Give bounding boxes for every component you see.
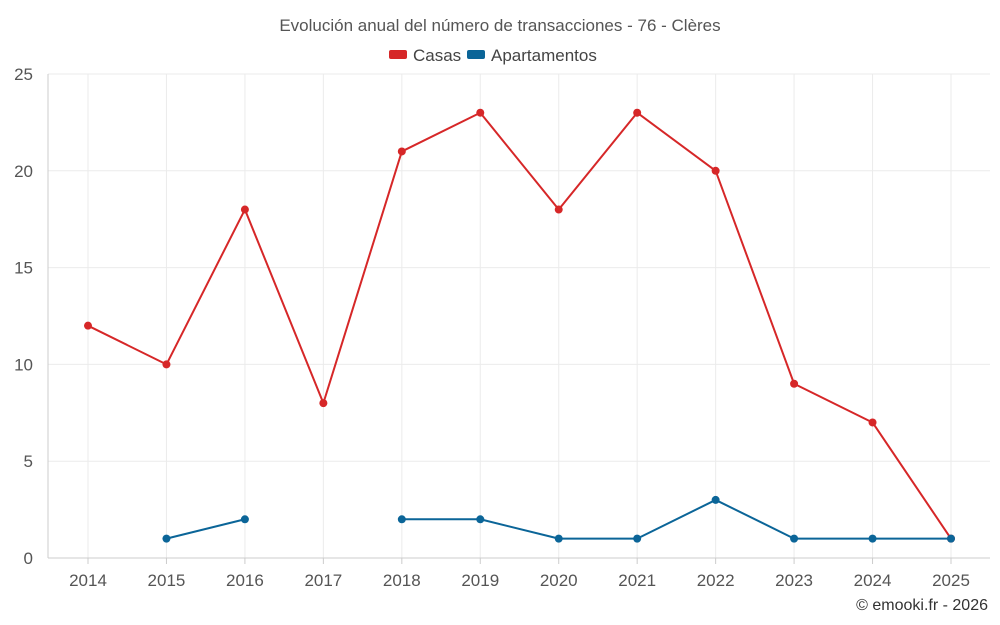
x-tick-label: 2017 (304, 571, 342, 590)
x-tick-label: 2024 (854, 571, 892, 590)
legend-item-casas[interactable]: Casas (389, 46, 461, 65)
legend-label: Apartamentos (491, 46, 597, 65)
data-point[interactable] (397, 515, 406, 524)
series-casas (84, 108, 955, 543)
data-point[interactable] (790, 379, 799, 388)
data-point[interactable] (397, 147, 406, 156)
series-line (166, 518, 246, 540)
data-point[interactable] (554, 534, 563, 543)
x-tick-label: 2022 (697, 571, 735, 590)
data-point[interactable] (868, 534, 877, 543)
data-point[interactable] (319, 399, 328, 408)
y-tick-label: 5 (24, 452, 33, 471)
legend[interactable]: Casas Apartamentos (389, 46, 597, 65)
y-tick-label: 20 (14, 162, 33, 181)
x-tick-label: 2020 (540, 571, 578, 590)
legend-swatch (467, 50, 485, 59)
series (84, 108, 955, 543)
y-tick-label: 25 (14, 65, 33, 84)
legend-item-apartamentos[interactable]: Apartamentos (467, 46, 597, 65)
x-tick-label: 2018 (383, 571, 421, 590)
data-point[interactable] (240, 515, 249, 524)
x-tick-label: 2025 (932, 571, 970, 590)
series-line (87, 111, 952, 540)
y-tick-label: 10 (14, 355, 33, 374)
chart-title: Evolución anual del número de transaccio… (279, 16, 720, 35)
data-point[interactable] (84, 321, 92, 330)
data-point[interactable] (633, 108, 642, 117)
x-tick-label: 2019 (461, 571, 499, 590)
data-point[interactable] (868, 418, 877, 427)
data-point[interactable] (790, 534, 799, 543)
data-point[interactable] (162, 534, 171, 543)
data-point[interactable] (711, 166, 720, 175)
data-point[interactable] (476, 108, 485, 117)
x-tick-label: 2014 (69, 571, 107, 590)
data-point[interactable] (633, 534, 642, 543)
series-line (401, 498, 951, 540)
data-point[interactable] (476, 515, 485, 524)
legend-swatch (389, 50, 407, 59)
x-tick-label: 2023 (775, 571, 813, 590)
x-tick-label: 2016 (226, 571, 264, 590)
series-apartamentos (162, 495, 955, 543)
data-point[interactable] (554, 205, 563, 214)
data-point[interactable] (711, 495, 720, 504)
legend-label: Casas (413, 46, 461, 65)
credit-text: © emooki.fr - 2026 (856, 597, 988, 614)
data-point[interactable] (947, 534, 955, 543)
x-tick-label: 2015 (148, 571, 186, 590)
y-tick-label: 0 (24, 549, 33, 568)
grid (48, 73, 990, 558)
data-point[interactable] (162, 360, 171, 369)
data-point[interactable] (240, 205, 249, 214)
y-tick-label: 15 (14, 259, 33, 278)
x-tick-label: 2021 (618, 571, 656, 590)
